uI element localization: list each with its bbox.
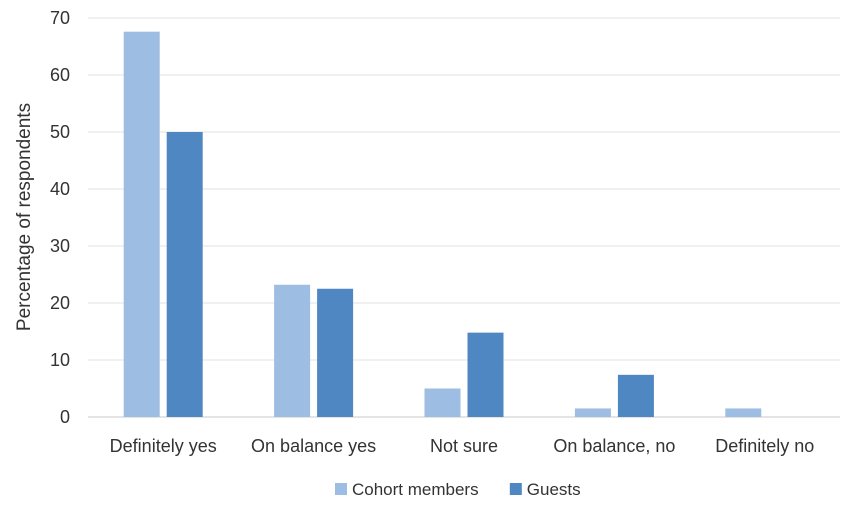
legend-item: Cohort members bbox=[335, 480, 479, 499]
x-category-label: Not sure bbox=[430, 436, 498, 456]
y-tick-label: 0 bbox=[60, 407, 70, 427]
y-tick-label: 70 bbox=[50, 8, 70, 28]
bar-cohort-members bbox=[274, 284, 311, 417]
y-tick-label: 30 bbox=[50, 236, 70, 256]
x-axis-categories: Definitely yes On balance yes Not sure On b… bbox=[110, 436, 815, 456]
x-category-label: Definitely yes bbox=[110, 436, 217, 456]
y-tick-label: 60 bbox=[50, 65, 70, 85]
bar-cohort-members bbox=[123, 31, 160, 418]
x-category-label: On balance, no bbox=[553, 436, 675, 456]
legend-swatch bbox=[509, 483, 522, 495]
y-tick-label: 10 bbox=[50, 350, 70, 370]
bars bbox=[123, 31, 762, 418]
legend-label: Guests bbox=[527, 480, 581, 499]
x-category-label: Definitely no bbox=[715, 436, 814, 456]
x-category-label: On balance yes bbox=[251, 436, 376, 456]
legend-label: Cohort members bbox=[352, 480, 479, 499]
legend-swatch bbox=[335, 483, 347, 495]
y-axis-ticks: 0 10 20 30 40 50 60 70 bbox=[50, 8, 70, 427]
bar-guests bbox=[617, 374, 654, 417]
legend-item: Guests bbox=[509, 480, 581, 499]
bar-guests bbox=[166, 132, 203, 417]
gridlines bbox=[88, 17, 840, 418]
y-tick-label: 40 bbox=[50, 179, 70, 199]
legend: Cohort members Guests bbox=[335, 480, 581, 499]
bar-cohort-members bbox=[574, 408, 611, 417]
bar-cohort-members bbox=[725, 408, 762, 417]
bar-guests bbox=[467, 332, 504, 417]
y-tick-label: 50 bbox=[50, 122, 70, 142]
bar-guests bbox=[317, 288, 354, 417]
y-axis-label: Percentage of respondents bbox=[14, 103, 35, 331]
bar-cohort-members bbox=[424, 388, 461, 417]
y-tick-label: 20 bbox=[50, 293, 70, 313]
